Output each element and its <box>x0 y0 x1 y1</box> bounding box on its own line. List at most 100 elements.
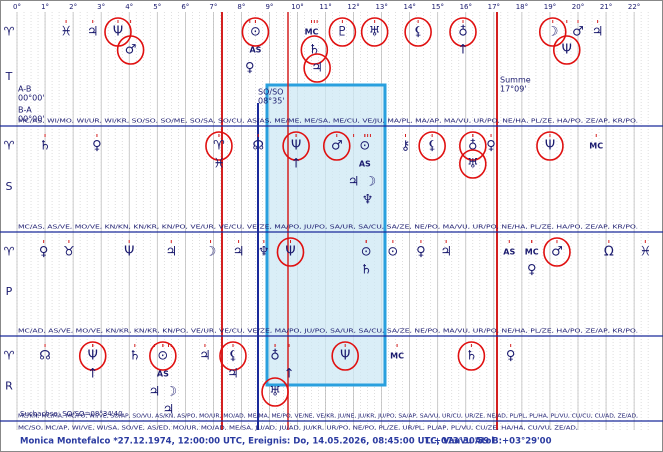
glyph: ♄ <box>360 263 372 278</box>
glyph: ♀ <box>245 61 255 76</box>
glyph: ♄ <box>309 43 321 58</box>
glyph: ☽ <box>205 245 217 260</box>
glyph: Ψ <box>285 245 295 260</box>
glyph: AS <box>249 46 261 55</box>
glyph: ☽ <box>547 25 559 40</box>
row-sign: ♈ <box>4 25 15 39</box>
glyph: Ψ <box>113 25 123 40</box>
midpoint-strip: MC/KN, MC/MA, MC/PO, WI/VE, SO/AP, SO/VU… <box>18 414 638 420</box>
glyph: Ψ <box>124 245 134 260</box>
glyph: ♃ <box>348 175 360 190</box>
glyph: ♆ <box>258 245 270 260</box>
glyph: ⊙ <box>250 25 261 40</box>
highlight-box <box>265 83 387 387</box>
glyph: MC <box>525 248 539 257</box>
glyph: ⚸ <box>413 25 423 40</box>
degree-label: 1° <box>41 3 49 11</box>
red-circle <box>536 131 564 161</box>
glyph: Ψ <box>291 139 301 154</box>
red-circle <box>241 17 270 47</box>
glyph: Ψ <box>340 349 350 364</box>
degree-label: 17° <box>488 3 500 11</box>
glyph: ♃ <box>87 25 99 40</box>
degree-label: 7° <box>209 3 217 11</box>
red-circle <box>404 17 432 47</box>
degree-label: 5° <box>153 3 161 11</box>
glyph: Ψ <box>545 139 555 154</box>
glyph: ♂ <box>331 139 343 154</box>
red-circle <box>116 35 145 65</box>
glyph: ♃ <box>592 25 604 40</box>
glyph: ⊙ <box>359 139 370 154</box>
footer-coords: L:+073°30'59 B:+03°29'00 <box>425 437 552 447</box>
red-circle <box>261 377 289 407</box>
axis-lines <box>0 12 663 430</box>
glyph: ♄ <box>129 349 141 364</box>
glyph: ♄ <box>466 349 478 364</box>
red-circle <box>276 237 305 267</box>
glyph: ♅ <box>369 25 381 40</box>
glyph: MC <box>390 352 404 361</box>
red-circle <box>322 131 351 161</box>
glyph: ♓ <box>213 157 225 172</box>
red-circle <box>300 35 329 65</box>
glyph: Ψ <box>88 349 98 364</box>
glyph: MC <box>589 142 603 151</box>
row-sign: ♈ <box>4 139 15 153</box>
red-circle <box>282 131 310 161</box>
glyph: ♄ <box>39 139 51 154</box>
glyph: ♃ <box>199 349 211 364</box>
glyph: ♇ <box>337 25 349 40</box>
glyph: ♂ <box>572 25 584 40</box>
glyph: ♃ <box>149 385 161 400</box>
red-circle <box>78 341 107 371</box>
glyph: ☽ <box>365 175 377 190</box>
glyph: ♃ <box>440 245 452 260</box>
ba-label: B-A <box>18 106 32 115</box>
degree-label: 22° <box>628 3 640 11</box>
row-label: S <box>6 180 13 193</box>
glyph: ♁ <box>468 139 478 154</box>
glyph: ♃ <box>165 245 177 260</box>
red-circle <box>459 131 487 161</box>
degree-label: 11° <box>319 3 331 11</box>
glyph: ♓ <box>60 25 72 40</box>
ab-label: A-B <box>18 85 31 94</box>
glyph: ♅ <box>269 385 281 400</box>
glyph: ↑ <box>87 367 98 382</box>
glyph: ♁ <box>458 25 468 40</box>
glyph: ♀ <box>506 349 516 364</box>
row-label: R <box>5 380 13 393</box>
degree-label: 4° <box>125 3 133 11</box>
degree-label: 19° <box>544 3 556 11</box>
glyph: ↑ <box>291 157 302 172</box>
row-label: T <box>5 70 13 83</box>
degree-label: 9° <box>265 3 273 11</box>
glyph: ⊙ <box>361 245 372 260</box>
glyph: ↑ <box>284 367 295 382</box>
glyph: ♆ <box>362 193 374 208</box>
glyph: ☽ <box>165 385 177 400</box>
glyph: ♀ <box>39 245 49 260</box>
degree-label: 16° <box>460 3 472 11</box>
red-circle <box>538 17 567 47</box>
red-circle <box>543 237 571 267</box>
glyph: Ψ <box>562 43 572 58</box>
degree-label: 10° <box>291 3 303 11</box>
glyph: ♀ <box>527 263 537 278</box>
glyph: ⚸ <box>427 139 437 154</box>
glyph: ♃ <box>227 367 239 382</box>
content: 0° 1° 2° 3° 4° 5° 6° 7° 8° 9° 10° 11° 12° 13° 14° 15° 16… <box>4 3 652 432</box>
degree-label: 15° <box>432 3 444 11</box>
degree-label: 14° <box>403 3 415 11</box>
glyph: AS <box>503 248 515 257</box>
red-circle <box>457 341 486 371</box>
degree-label: 6° <box>181 3 189 11</box>
red-circle <box>149 341 177 371</box>
glyph: ⚸ <box>228 349 238 364</box>
glyph: ♓ <box>639 245 651 260</box>
glyph: ♀ <box>486 139 496 154</box>
row-label: P <box>6 285 13 298</box>
glyph: ♀ <box>416 245 426 260</box>
